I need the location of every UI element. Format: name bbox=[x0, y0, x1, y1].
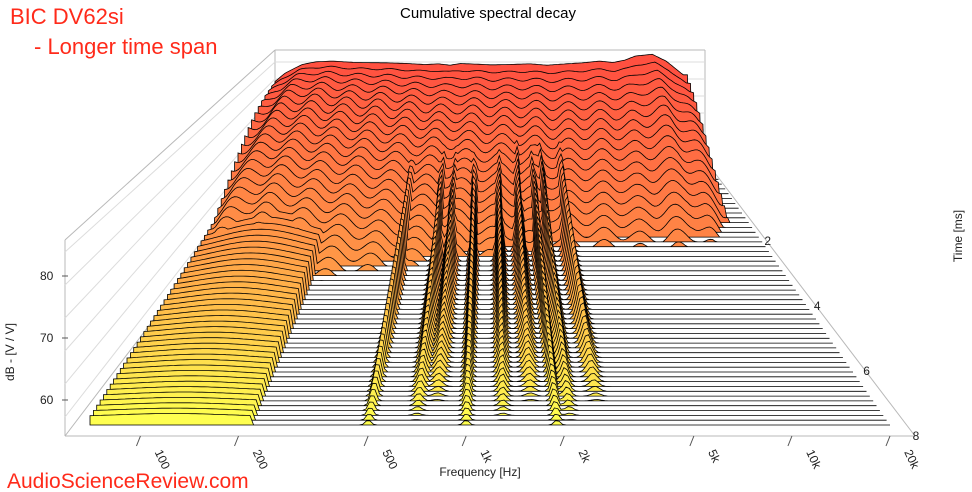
decay-slice bbox=[89, 413, 890, 426]
chart-title: Cumulative spectral decay bbox=[400, 5, 576, 22]
x-tick-label: 1k bbox=[477, 447, 495, 465]
x-tick-label: 500 bbox=[379, 447, 400, 471]
overlay-title: BIC DV62si bbox=[10, 4, 124, 29]
side-grid-line bbox=[64, 112, 276, 352]
x-tick-label: 2k bbox=[576, 447, 594, 465]
x-tick-mark bbox=[461, 435, 467, 447]
x-tick-mark bbox=[363, 435, 369, 447]
x-tick-mark bbox=[234, 435, 239, 447]
decay-slice bbox=[204, 209, 776, 262]
brand-watermark: AudioScienceReview.com bbox=[7, 470, 249, 492]
x-tick-label: 100 bbox=[152, 447, 173, 471]
y-axis-label: dB - [V / V] bbox=[3, 323, 17, 381]
z-tick-label: 6 bbox=[863, 364, 870, 378]
z-tick-label: 8 bbox=[913, 429, 920, 443]
y-tick-label: 60 bbox=[40, 393, 54, 407]
frame-line bbox=[704, 159, 916, 437]
overlay-subtitle: - Longer time span bbox=[34, 34, 217, 59]
x-tick-mark bbox=[689, 435, 695, 447]
z-axis-label: Time [ms] bbox=[951, 210, 965, 262]
x-tick-label: 10k bbox=[803, 447, 824, 471]
x-tick-mark bbox=[559, 435, 565, 447]
side-grid-line bbox=[64, 61, 276, 253]
side-grid-line bbox=[64, 78, 276, 286]
x-axis-label: Frequency [Hz] bbox=[439, 465, 520, 479]
x-tick-mark bbox=[135, 435, 141, 447]
y-tick-label: 80 bbox=[40, 269, 54, 283]
side-grid-line bbox=[64, 95, 276, 319]
x-tick-label: 200 bbox=[250, 447, 271, 471]
y-tick-label: 70 bbox=[40, 331, 54, 345]
decay-slice bbox=[207, 203, 773, 257]
x-tick-mark bbox=[885, 435, 891, 447]
x-tick-label: 20k bbox=[901, 447, 922, 471]
decay-slices bbox=[89, 53, 890, 426]
z-tick-label: 4 bbox=[814, 299, 821, 313]
x-tick-label: 5k bbox=[705, 447, 723, 465]
z-tick-label: 2 bbox=[764, 234, 771, 248]
x-tick-mark bbox=[787, 435, 793, 447]
frame-line bbox=[64, 49, 276, 241]
